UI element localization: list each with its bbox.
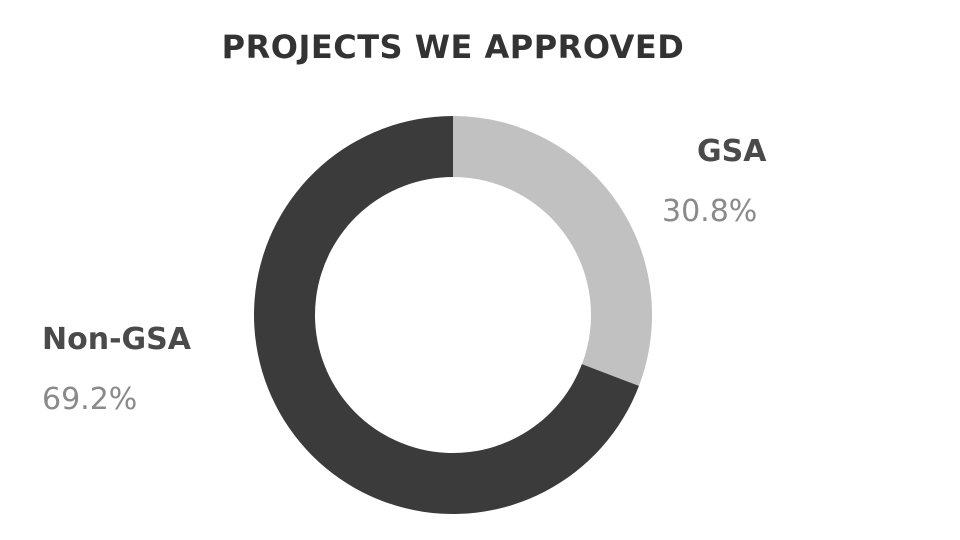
slice-value-non-gsa: 69.2%	[42, 382, 138, 417]
slice-label-non-gsa: Non-GSA	[42, 322, 191, 357]
slice-label-gsa: GSA	[697, 134, 767, 169]
chart-title: PROJECTS WE APPROVED	[221, 28, 685, 66]
donut-slice-gsa	[453, 116, 652, 386]
donut-slices	[254, 116, 652, 514]
donut-slice-non-gsa	[254, 116, 639, 514]
slice-value-gsa: 30.8%	[662, 194, 758, 229]
